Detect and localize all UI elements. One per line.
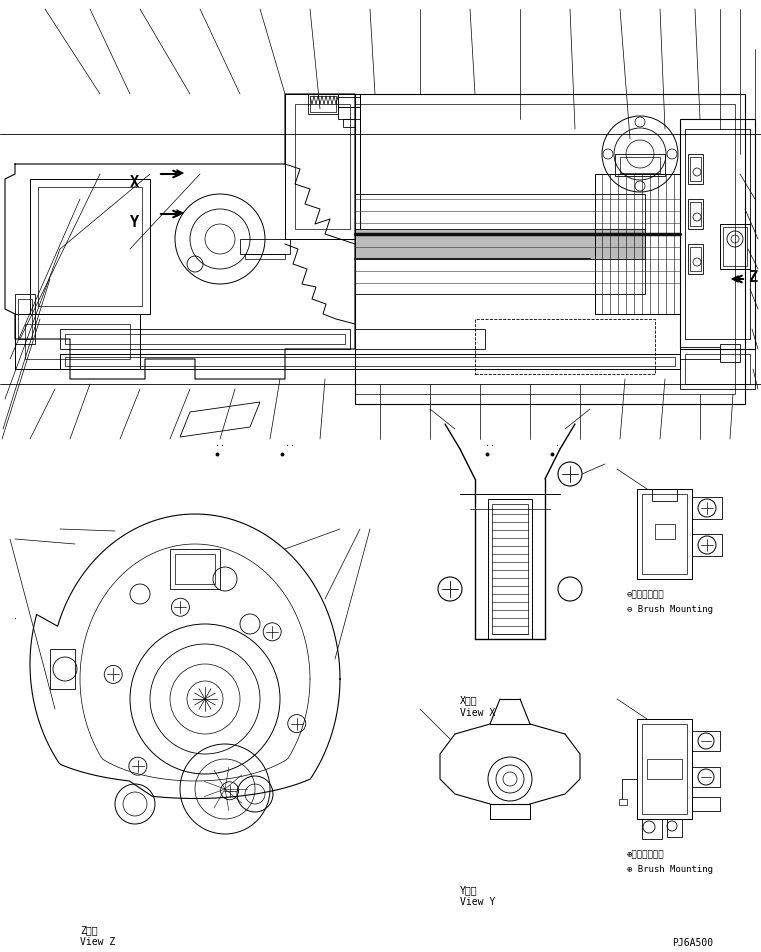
Bar	[245, 255, 285, 260]
Bar	[692, 731, 720, 751]
Bar	[692, 797, 720, 811]
Bar	[15, 295, 35, 345]
Bar	[38, 188, 142, 307]
Text: ⊕ブラシ取付法: ⊕ブラシ取付法	[627, 849, 664, 858]
Bar	[680, 347, 720, 360]
Bar	[492, 505, 528, 634]
Bar	[343, 120, 355, 128]
Text: ⊖ Brush Mounting: ⊖ Brush Mounting	[627, 605, 713, 613]
Bar	[688, 200, 703, 229]
Bar	[685, 129, 750, 340]
Bar	[355, 195, 645, 295]
Bar	[680, 120, 755, 349]
Bar	[642, 724, 687, 814]
Bar	[690, 248, 701, 271]
Text: ⊖ブラシ取付法: ⊖ブラシ取付法	[627, 589, 664, 599]
Bar	[655, 525, 675, 540]
Bar	[175, 554, 215, 585]
Bar	[642, 819, 662, 839]
Bar	[688, 245, 703, 275]
Bar	[688, 155, 703, 185]
Text: Y　視: Y 視	[460, 884, 478, 894]
Bar	[355, 329, 485, 349]
Bar	[295, 105, 350, 229]
Text: ⊕ Brush Mounting: ⊕ Brush Mounting	[627, 864, 713, 873]
Text: PJ6A500: PJ6A500	[672, 937, 713, 947]
Bar	[637, 489, 692, 580]
Bar	[692, 498, 722, 520]
Text: X　視: X 視	[460, 694, 478, 704]
Bar	[60, 355, 680, 369]
Bar	[338, 108, 360, 120]
Text: Y: Y	[130, 215, 139, 229]
Bar	[355, 105, 735, 394]
Bar	[240, 240, 290, 255]
Bar	[619, 799, 627, 805]
Bar	[642, 494, 687, 574]
Bar	[30, 180, 150, 315]
Bar	[595, 175, 680, 315]
Bar	[170, 549, 220, 589]
Text: View Y: View Y	[460, 896, 495, 906]
Bar	[15, 315, 140, 369]
Bar	[692, 534, 722, 556]
Bar	[355, 229, 645, 260]
Bar	[615, 155, 665, 177]
Bar	[685, 355, 750, 385]
Bar	[690, 158, 701, 182]
Text: X: X	[130, 175, 139, 189]
Bar	[308, 95, 338, 115]
Bar	[65, 335, 345, 345]
Text: Z: Z	[748, 270, 757, 286]
Bar	[620, 158, 660, 174]
Bar	[475, 320, 655, 374]
Bar	[647, 759, 682, 779]
Bar	[50, 649, 75, 689]
Bar	[723, 228, 747, 267]
Bar	[680, 349, 755, 389]
Text: View X: View X	[460, 707, 495, 717]
Bar	[338, 98, 360, 108]
Bar	[60, 329, 350, 349]
Bar	[720, 225, 750, 269]
Text: Z　視: Z 視	[80, 924, 97, 934]
Bar	[310, 97, 336, 113]
Bar	[18, 300, 32, 340]
Bar	[690, 203, 701, 227]
Bar	[285, 95, 360, 240]
Bar	[65, 358, 675, 367]
Bar	[25, 325, 130, 360]
Bar	[488, 500, 532, 640]
Bar	[720, 345, 740, 363]
Text: View Z: View Z	[80, 936, 115, 946]
Bar	[652, 489, 677, 502]
Bar	[667, 819, 682, 837]
Bar	[692, 767, 720, 787]
Bar	[355, 95, 745, 405]
Bar	[637, 720, 692, 819]
